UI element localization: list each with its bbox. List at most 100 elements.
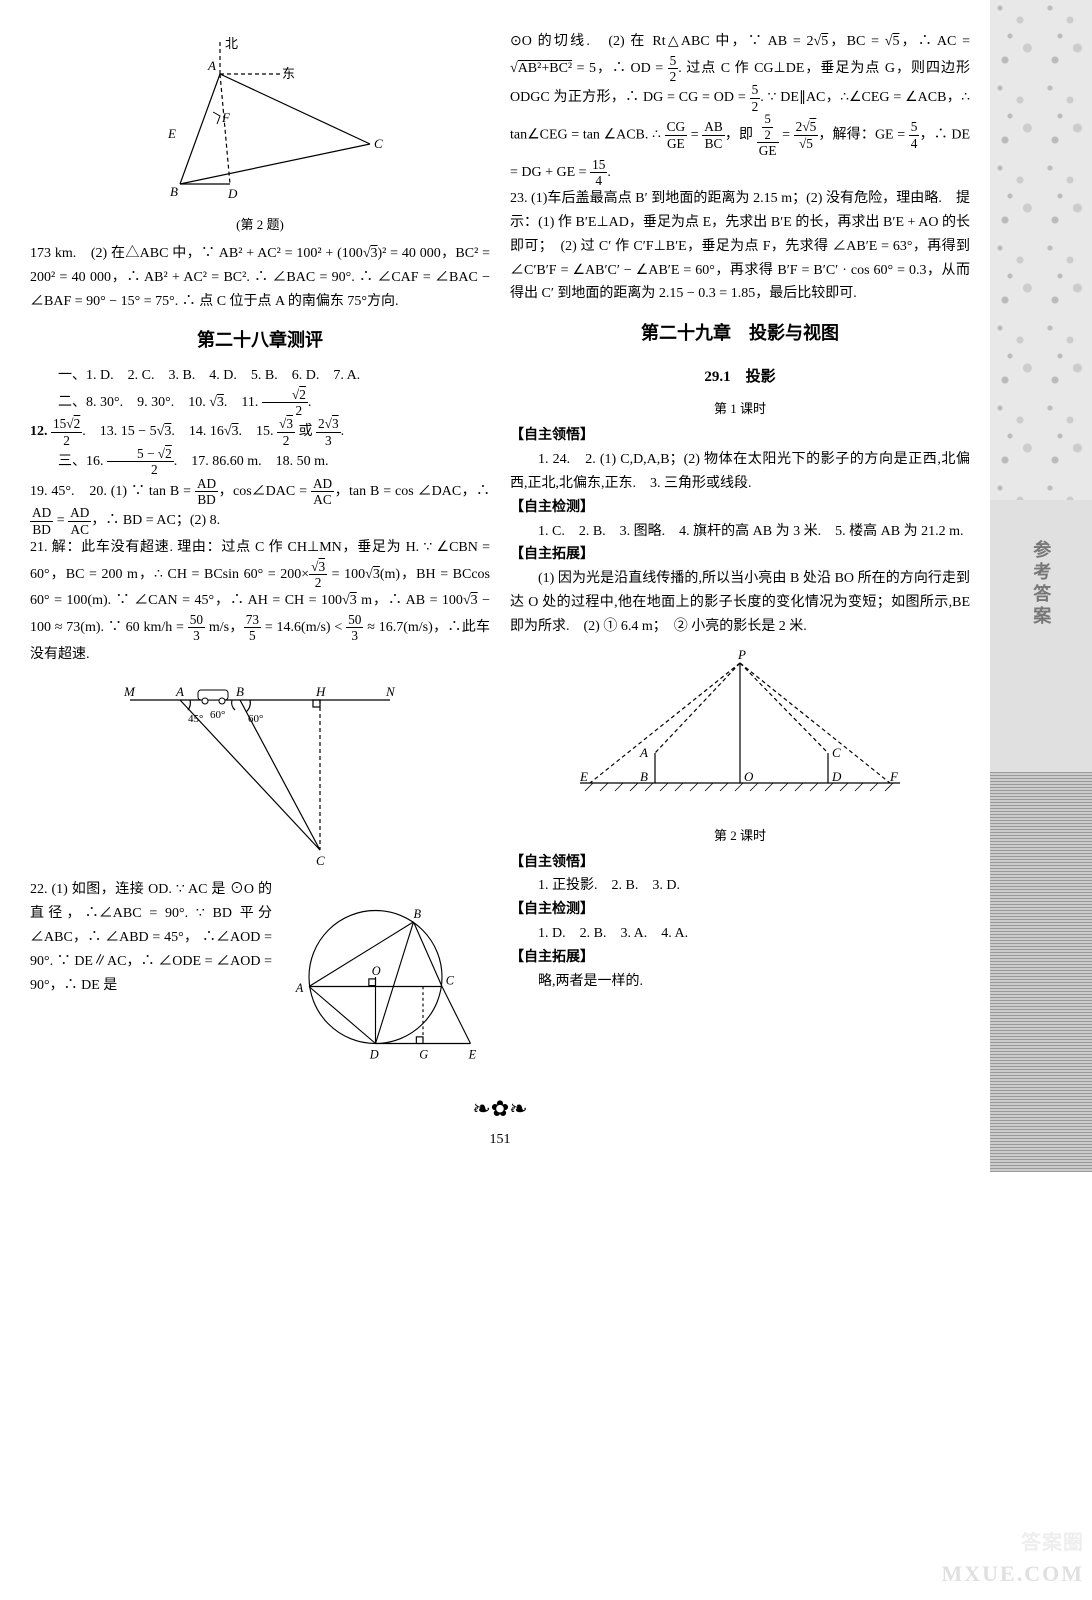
txt: . 13. 15 − 5 — [82, 424, 156, 439]
two-column-layout: 北 东 A B C D E F (第 2 题) 173 km. (2) 在△AB… — [30, 30, 970, 1080]
right-sidebar: 参考答案 — [990, 0, 1092, 1172]
txt: . 14. 16 — [171, 424, 224, 439]
subheading-29-1: 29.1 投影 — [510, 365, 970, 391]
lbl: A — [175, 684, 184, 699]
lbl: D — [369, 1048, 379, 1062]
answers-22: 22. (1) 如图，连接 OD. ∵ AC 是 ⊙O 的直径，∴∠ABC = … — [30, 878, 272, 997]
lesson-1: 第 1 课时 — [510, 398, 970, 420]
txt: 12. — [30, 424, 51, 439]
lbl: B — [640, 769, 648, 784]
txt: = — [53, 513, 68, 528]
txt: = 14.6(m/s) < — [261, 620, 346, 635]
txt: . — [607, 165, 611, 180]
label-E: E — [167, 126, 176, 141]
flourish-icon: ❧✿❧ — [472, 1096, 527, 1121]
txt: 三、16. — [58, 454, 107, 469]
label-east: 东 — [282, 66, 295, 81]
label-D: D — [227, 186, 238, 201]
txt: ，cos∠DAC = — [218, 484, 311, 499]
lbl: D — [831, 769, 842, 784]
label-F: F — [221, 110, 231, 125]
lbl: O — [372, 965, 381, 979]
lbl: B — [414, 908, 422, 922]
txt: m，∴ AB = 100 — [357, 593, 463, 608]
sec-lingwu-2-body: 1. 正投影. 2. B. 3. D. — [510, 874, 970, 898]
lbl: B — [236, 684, 244, 699]
answers-row-2: 二、8. 30°. 9. 30°. 10. √3. 11. √22. — [30, 388, 490, 418]
lbl: N — [385, 684, 396, 699]
lbl: F — [889, 769, 899, 784]
txt: . 17. 86.60 m. 18. 50 m. — [174, 454, 329, 469]
heading-ch29: 第二十九章 投影与视图 — [510, 318, 970, 349]
sec-tuozhan-2-body: 略,两者是一样的. — [510, 970, 970, 994]
lbl: C — [832, 745, 841, 760]
txt: 或 — [295, 424, 316, 439]
txt: ，∴ AC = — [899, 34, 970, 49]
txt: ，tan B = cos ∠DAC，∴ — [334, 484, 490, 499]
txt: 二、8. 30°. 9. 30°. 10. — [58, 395, 209, 410]
figure-2-diagram: M A B H N C 45° 60° 60° — [110, 670, 410, 870]
label-B: B — [170, 184, 178, 199]
txt: . — [341, 424, 345, 439]
txt: m/s， — [205, 620, 244, 635]
lbl: 45° — [188, 713, 203, 725]
sec-tuozhan-2: 【自主拓展】 — [510, 946, 970, 970]
figure-3-diagram: A B C O D G E — [280, 882, 490, 1072]
lbl: 60° — [210, 709, 225, 721]
lbl: M — [123, 684, 136, 699]
txt: = — [687, 128, 702, 143]
lbl: C — [316, 853, 325, 868]
sec-lingwu-2: 【自主领悟】 — [510, 851, 970, 875]
sec-tuozhan-1: 【自主拓展】 — [510, 543, 970, 567]
label-A: A — [207, 58, 216, 73]
txt: 19. 45°. 20. (1) ∵ tan B = — [30, 484, 195, 499]
lbl: 60° — [248, 713, 263, 725]
lbl: G — [419, 1048, 428, 1062]
txt: . 11. — [224, 395, 262, 410]
heading-ch28-test: 第二十八章测评 — [30, 325, 490, 356]
para-173km: 173 km. (2) 在△ABC 中，∵ AB² + AC² = 100² +… — [30, 242, 490, 313]
figure-1-diagram: 北 东 A B C D E F — [130, 34, 390, 204]
sec-tuozhan-1-body: (1) 因为光是沿直线传播的,所以当小亮由 B 处沿 BO 所在的方向行走到达 … — [510, 567, 970, 638]
lbl: A — [295, 982, 304, 996]
lbl: A — [639, 745, 648, 760]
sec-lingwu-1-body: 1. 24. 2. (1) C,D,A,B；(2) 物体在太阳光下的影子的方向是… — [510, 448, 970, 496]
right-column: ⊙O 的切线. (2) 在 Rt△ABC 中，∵ AB = 2√5，BC = √… — [510, 30, 970, 1080]
txt: . 15. — [239, 424, 278, 439]
txt: 173 km. (2) 在△ABC 中，∵ AB² + AC² = 100² +… — [30, 246, 363, 261]
label-north: 北 — [225, 36, 238, 51]
sec-lingwu-1: 【自主领悟】 — [510, 424, 970, 448]
lbl: O — [744, 769, 754, 784]
watermark-mxue: MXUE.COM — [942, 1555, 1084, 1592]
txt: = — [779, 128, 794, 143]
q22-row: 22. (1) 如图，连接 OD. ∵ AC 是 ⊙O 的直径，∴∠ABC = … — [30, 878, 490, 1080]
para-22b: ⊙O 的切线. (2) 在 Rt△ABC 中，∵ AB = 2√5，BC = √… — [510, 30, 970, 187]
txt: ⊙O 的切线. (2) 在 Rt△ABC 中，∵ AB = 2 — [510, 34, 814, 49]
sidebar-pattern-bottom — [990, 772, 1092, 1172]
label-C: C — [374, 136, 383, 151]
lesson-2: 第 2 课时 — [510, 825, 970, 847]
answers-row-1: 一、1. D. 2. C. 3. B. 4. D. 5. B. 6. D. 7.… — [30, 364, 490, 388]
sec-jiance-2-body: 1. D. 2. B. 3. A. 4. A. — [510, 922, 970, 946]
sec-jiance-2: 【自主检测】 — [510, 898, 970, 922]
txt: . — [308, 395, 312, 410]
txt: ，解得：GE = — [818, 128, 909, 143]
left-column: 北 东 A B C D E F (第 2 题) 173 km. (2) 在△AB… — [30, 30, 490, 1080]
figure-4-diagram: P A B C D E F O — [560, 643, 920, 813]
txt: = 100 — [327, 567, 365, 582]
sidebar-label: 参考答案 — [1026, 540, 1057, 628]
sec-jiance-1: 【自主检测】 — [510, 496, 970, 520]
answers-row-3: 12. 15√22. 13. 15 − 5√3. 14. 16√3. 15. √… — [30, 417, 490, 447]
answers-19-20: 19. 45°. 20. (1) ∵ tan B = ADBD，cos∠DAC … — [30, 477, 490, 536]
txt: = 5，∴ OD = — [572, 61, 668, 76]
page-number: 151 — [490, 1132, 511, 1147]
lbl: H — [315, 684, 326, 699]
sidebar-pattern-top — [990, 0, 1092, 500]
txt: ，BC = — [828, 34, 885, 49]
lbl: C — [446, 974, 455, 988]
lbl: E — [468, 1048, 477, 1062]
answers-row-4: 三、16. 5 − √22. 17. 86.60 m. 18. 50 m. — [30, 447, 490, 477]
page-footer: ❧✿❧ 151 — [30, 1090, 970, 1151]
sec-jiance-1-body: 1. C. 2. B. 3. 图略. 4. 旗杆的高 AB 为 3 米. 5. … — [510, 520, 970, 544]
lbl: P — [737, 647, 746, 662]
